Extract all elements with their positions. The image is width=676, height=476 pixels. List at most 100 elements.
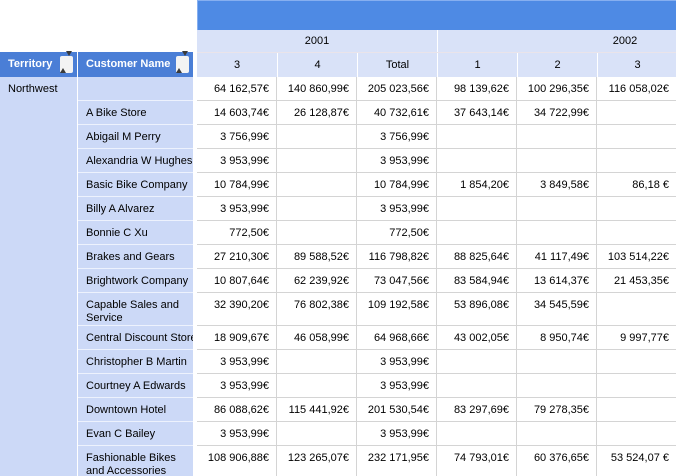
table-row: Courtney A Edwards 3 953,99€ 3 953,99€ <box>0 374 676 398</box>
table-row: A Bike Store 14 603,74€ 26 128,87€ 40 732,6… <box>0 101 676 125</box>
value-cell: 116 798,82€ <box>357 245 437 269</box>
table-row: Bonnie C Xu 772,50€ 772,50€ <box>0 221 676 245</box>
table-row: Fashionable Bikes and Accessories 108 906… <box>0 446 676 476</box>
value-cell <box>277 350 357 374</box>
customer-name-cell: Courtney A Edwards <box>78 374 193 398</box>
customer-name-cell: Evan C Bailey <box>78 422 193 446</box>
value-cell <box>517 197 597 221</box>
value-cell <box>437 374 517 398</box>
customer-name-cell: Downtown Hotel <box>78 398 193 422</box>
value-cell: 3 849,58€ <box>517 173 597 197</box>
table-row: Basic Bike Company 10 784,99€ 10 784,99€ 1 … <box>0 173 676 197</box>
customer-name-cell: Capable Sales and Service <box>78 293 193 326</box>
value-cell: 14 603,74€ <box>197 101 277 125</box>
value-cell: 3 953,99€ <box>197 374 277 398</box>
value-cell: 201 530,54€ <box>357 398 437 422</box>
value-cell: 64 968,66€ <box>357 326 437 350</box>
year-group-2001: 2001 <box>197 30 437 52</box>
value-cell <box>437 221 517 245</box>
quarter-header-row: 3 4 Total 1 2 3 <box>197 52 676 77</box>
customer-name-cell: Brightwork Company <box>78 269 193 293</box>
value-cell: 60 376,65€ <box>517 446 597 476</box>
value-cell: 74 793,01€ <box>437 446 517 476</box>
value-cell: 21 453,35€ <box>597 269 676 293</box>
value-cell: 41 117,49€ <box>517 245 597 269</box>
quarter-header-2002-q3: 3 <box>597 53 676 77</box>
value-cell: 772,50€ <box>197 221 277 245</box>
value-cell: 76 802,38€ <box>277 293 357 326</box>
value-cell <box>517 149 597 173</box>
value-cell <box>517 422 597 446</box>
value-cell: 73 047,56€ <box>357 269 437 293</box>
value-cell: 40 732,61€ <box>357 101 437 125</box>
value-cell <box>277 374 357 398</box>
value-cell <box>517 221 597 245</box>
customer-name-column-header[interactable]: Customer Name <box>78 51 193 77</box>
value-cell: 3 953,99€ <box>357 149 437 173</box>
value-cell: 123 265,07€ <box>277 446 357 476</box>
value-cell: 64 162,57€ <box>197 77 277 101</box>
value-cell: 103 514,22€ <box>597 245 676 269</box>
quarter-header-2002-q2: 2 <box>517 53 597 77</box>
value-cell <box>277 422 357 446</box>
value-cell: 26 128,87€ <box>277 101 357 125</box>
value-cell: 10 784,99€ <box>197 173 277 197</box>
table-row: Central Discount Store 18 909,67€ 46 058,9… <box>0 326 676 350</box>
value-cell: 62 239,92€ <box>277 269 357 293</box>
year-group-row: 2001 2002 <box>197 30 676 52</box>
territory-group-cell: Northwest <box>0 77 77 476</box>
table-row: Evan C Bailey 3 953,99€ 3 953,99€ <box>0 422 676 446</box>
value-cell: 37 643,14€ <box>437 101 517 125</box>
customer-name-cell: A Bike Store <box>78 101 193 125</box>
table-row: Capable Sales and Service 32 390,20€ 76 80… <box>0 293 676 326</box>
value-cell: 34 545,59€ <box>517 293 597 326</box>
value-cell <box>437 197 517 221</box>
table-row: Abigail M Perry 3 756,99€ 3 756,99€ <box>0 125 676 149</box>
value-cell <box>597 398 676 422</box>
value-cell: 3 953,99€ <box>197 350 277 374</box>
value-cell <box>437 149 517 173</box>
table-row: Billy A Alvarez 3 953,99€ 3 953,99€ <box>0 197 676 221</box>
customer-name-cell: Basic Bike Company <box>78 173 193 197</box>
customer-name-cell: Billy A Alvarez <box>78 197 193 221</box>
customer-name-cell: Fashionable Bikes and Accessories <box>78 446 193 476</box>
customer-name-cell <box>78 77 193 101</box>
value-cell <box>597 197 676 221</box>
value-cell <box>597 101 676 125</box>
customer-name-cell: Abigail M Perry <box>78 125 193 149</box>
value-cell: 83 584,94€ <box>437 269 517 293</box>
territory-column-header[interactable]: Territory <box>0 51 77 77</box>
value-cell <box>277 173 357 197</box>
value-cell: 3 953,99€ <box>357 197 437 221</box>
table-row: Brightwork Company 10 807,64€ 62 239,92€ 73… <box>0 269 676 293</box>
value-cell: 8 950,74€ <box>517 326 597 350</box>
value-cell: 205 023,56€ <box>357 77 437 101</box>
value-cell: 10 807,64€ <box>197 269 277 293</box>
value-cell <box>277 197 357 221</box>
sort-desc-arrow-icon <box>66 51 72 68</box>
value-cell: 772,50€ <box>357 221 437 245</box>
value-cell: 13 614,37€ <box>517 269 597 293</box>
report-title-band <box>197 0 676 30</box>
customer-name-cell: Brakes and Gears <box>78 245 193 269</box>
value-cell <box>277 149 357 173</box>
table-row: Downtown Hotel 86 088,62€ 115 441,92€ 201 5… <box>0 398 676 422</box>
value-cell <box>597 422 676 446</box>
quarter-header-2001-q3: 3 <box>197 53 277 77</box>
value-cell: 46 058,99€ <box>277 326 357 350</box>
value-cell: 9 997,77€ <box>597 326 676 350</box>
value-cell: 89 588,52€ <box>277 245 357 269</box>
value-cell: 18 909,67€ <box>197 326 277 350</box>
customer-name-cell: Bonnie C Xu <box>78 221 193 245</box>
value-cell: 1 854,20€ <box>437 173 517 197</box>
value-cell: 88 825,64€ <box>437 245 517 269</box>
sort-updown-icon[interactable] <box>176 51 189 73</box>
value-cell: 3 756,99€ <box>197 125 277 149</box>
quarter-header-2001-q4: 4 <box>277 53 357 77</box>
value-cell: 53 896,08€ <box>437 293 517 326</box>
sort-updown-icon[interactable] <box>60 51 73 73</box>
value-cell: 98 139,62€ <box>437 77 517 101</box>
value-cell: 116 058,02€ <box>597 77 676 101</box>
table-row: Christopher B Martin 3 953,99€ 3 953,99€ <box>0 350 676 374</box>
